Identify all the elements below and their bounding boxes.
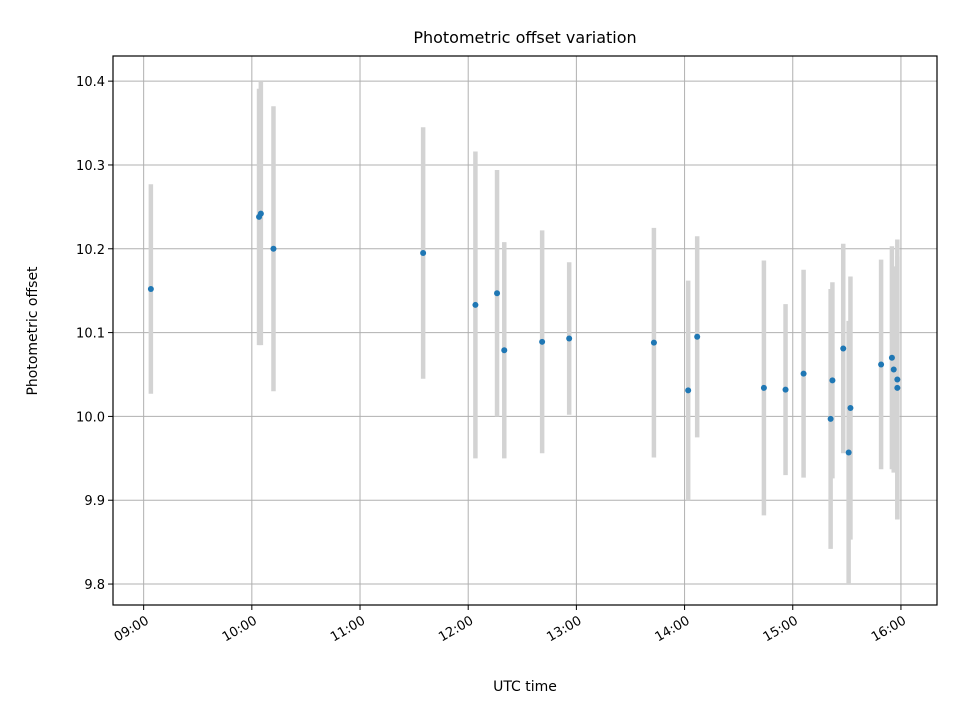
data-point [894,376,901,383]
grid-lines [113,56,937,605]
data-point [539,338,546,345]
data-point [566,335,573,342]
data-point [494,290,501,297]
data-point [878,361,885,368]
data-point [760,384,767,391]
data-point [890,366,897,373]
data-point [827,415,834,422]
data-point [650,339,657,346]
data-point [829,377,836,384]
data-point [694,333,701,340]
data-point [840,345,847,352]
data-point [147,286,154,293]
data-point [894,384,901,391]
y-tick-label: 10.3 [76,159,105,174]
data-point [257,210,264,217]
y-axis-ticks: 9.8 9.9 10.0 10.1 10.2 10.3 10.4 [76,75,113,593]
data-point [270,245,277,252]
y-tick-label: 9.9 [84,494,105,509]
plot-frame [112,55,938,606]
y-tick-label: 10.2 [76,243,105,258]
y-axis-label: Photometric offset [25,266,41,396]
x-axis-label: UTC time [493,679,557,695]
y-tick-label: 10.0 [76,410,105,425]
data-point [845,449,852,456]
data-point [501,347,508,354]
y-tick-label: 9.8 [84,578,105,593]
data-point [472,301,479,308]
y-tick-label: 10.1 [76,327,105,342]
data-point [888,354,895,361]
data-point [420,249,427,256]
data-points [147,210,901,456]
data-point [685,387,692,394]
data-point [847,405,854,412]
chart-title: Photometric offset variation [413,28,636,47]
data-point [800,370,807,377]
y-tick-label: 10.4 [76,75,105,90]
data-point [782,386,789,393]
